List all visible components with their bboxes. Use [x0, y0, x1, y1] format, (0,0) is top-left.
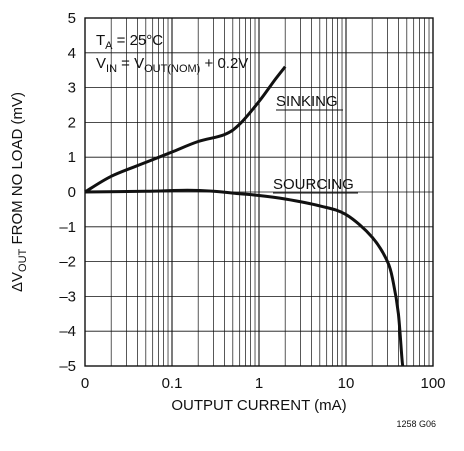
y-tick-label: 4 [68, 45, 76, 62]
y-axis-label: ΔVOUT FROM NO LOAD (mV) [9, 92, 29, 292]
y-tick-label: –2 [59, 254, 76, 271]
series-label-sinking: SINKING [276, 93, 338, 110]
y-tick-label: 2 [68, 114, 76, 131]
plot-frame [84, 17, 434, 367]
y-tick-label: –5 [59, 358, 76, 375]
condition-temperature: TA = 25°C [96, 32, 163, 52]
condition-input-voltage: VIN = VOUT(NOM) + 0.2V [96, 55, 248, 75]
y-tick-label: 3 [68, 80, 76, 97]
series-curves [84, 65, 405, 367]
x-tick-label: 100 [420, 375, 445, 392]
x-axis-label: OUTPUT CURRENT (mA) [171, 397, 346, 414]
y-tick-label: –1 [59, 219, 76, 236]
series-line-sinking [84, 65, 287, 194]
x-tick-label: 1 [255, 375, 263, 392]
y-tick-label: –4 [59, 323, 76, 340]
x-tick-label: 0.1 [162, 375, 183, 392]
series-label-sourcing: SOURCING [273, 176, 354, 193]
series-line-sourcing [84, 188, 405, 367]
x-tick-label: 0 [81, 375, 89, 392]
y-tick-label: 5 [68, 10, 76, 27]
y-tick-label: 1 [68, 149, 76, 166]
y-tick-label: 0 [68, 184, 76, 201]
y-tick-label: –3 [59, 288, 76, 305]
figure-code: 1258 G06 [396, 419, 436, 429]
x-tick-label: 10 [338, 375, 355, 392]
